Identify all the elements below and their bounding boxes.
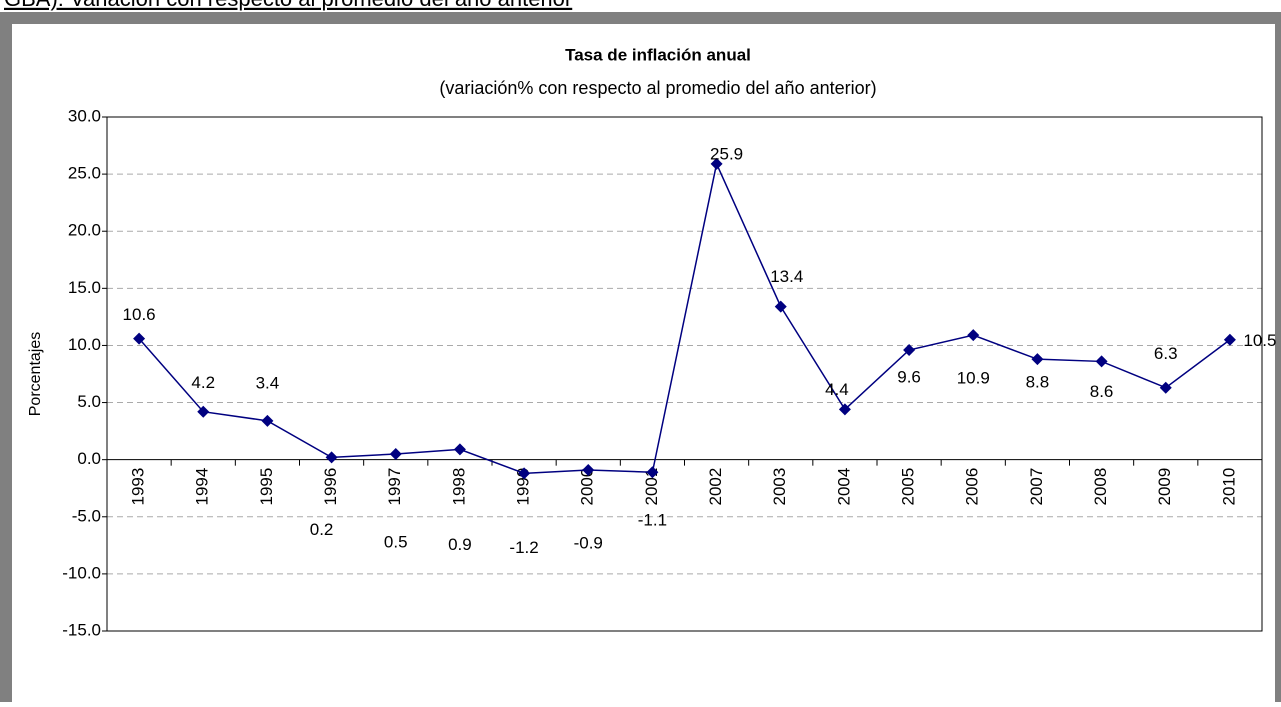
x-tick-label: 1997 [385, 468, 404, 506]
y-tick-label: 30.0 [68, 106, 101, 125]
y-axis-title: Porcentajes [27, 332, 44, 417]
page-heading: GBA): Variación con respecto al promedio… [4, 0, 572, 11]
data-label: 13.4 [770, 267, 803, 286]
x-tick-label: 1994 [193, 468, 212, 506]
y-tick-label: 0.0 [77, 449, 101, 468]
data-label: 6.3 [1154, 344, 1178, 363]
data-point [710, 157, 723, 170]
y-tick-label: -10.0 [62, 563, 101, 582]
data-point [646, 466, 659, 479]
data-label: 10.6 [123, 305, 156, 324]
data-point [1159, 381, 1172, 394]
data-label: 8.8 [1026, 373, 1050, 392]
y-tick-label: 20.0 [68, 221, 101, 240]
data-label: 25.9 [710, 144, 743, 163]
x-tick-label: 2005 [899, 468, 918, 506]
data-label: 9.6 [897, 367, 921, 386]
data-label: 10.9 [957, 369, 990, 388]
data-label: -1.1 [638, 511, 667, 530]
x-tick-label: 2010 [1219, 468, 1238, 506]
x-tick-label: 2008 [1091, 468, 1110, 506]
data-point [518, 467, 531, 480]
y-tick-label: 15.0 [68, 278, 101, 297]
x-tick-label: 1996 [321, 468, 340, 506]
plot-border [106, 116, 1263, 632]
y-tick-label: -5.0 [72, 506, 101, 525]
y-tick-label: 10.0 [68, 335, 101, 354]
data-point [389, 447, 402, 460]
data-point [967, 329, 980, 342]
x-tick-label: 1999 [514, 468, 533, 506]
y-tick-label: -15.0 [62, 620, 101, 639]
series-line [138, 161, 1231, 475]
data-point [1223, 333, 1236, 346]
data-label: 0.5 [384, 532, 408, 551]
data-label: 10.5 [1243, 331, 1276, 350]
data-point [133, 332, 146, 345]
x-tick-label: 1993 [129, 468, 148, 506]
data-label: 8.6 [1090, 382, 1114, 401]
chart-subtitle: (variación% con respecto al promedio del… [439, 78, 876, 98]
y-tick-label: 5.0 [77, 392, 101, 411]
data-point [582, 463, 595, 476]
data-label: 0.2 [310, 520, 334, 539]
data-label: -0.9 [574, 533, 603, 552]
x-tick-label: 2000 [578, 468, 597, 506]
x-tick-label: 2003 [770, 468, 789, 506]
x-tick-label: 2004 [834, 468, 853, 506]
data-point [453, 443, 466, 456]
x-tick-label: 2007 [1027, 468, 1046, 506]
frame-right [1275, 12, 1281, 702]
data-label: 4.2 [191, 373, 215, 392]
data-label: 3.4 [256, 373, 280, 392]
x-tick-label: 2002 [706, 468, 725, 506]
data-label: 4.4 [825, 380, 849, 399]
data-point [1031, 353, 1044, 366]
x-tick-label: 2009 [1155, 468, 1174, 506]
y-tick-label: 25.0 [68, 164, 101, 183]
x-tick-label: 1998 [449, 468, 468, 506]
x-tick-label: 2001 [642, 468, 661, 506]
data-label: -1.2 [509, 538, 538, 557]
data-point [903, 344, 916, 357]
data-point [774, 300, 787, 313]
data-point [197, 405, 210, 418]
x-tick-label: 2006 [963, 468, 982, 506]
chart-title: Tasa de inflación anual [565, 45, 751, 64]
x-tick-label: 1995 [257, 468, 276, 506]
frame-left [0, 12, 12, 702]
data-label: 0.9 [448, 535, 472, 554]
data-point [325, 451, 338, 464]
frame-top [0, 12, 1281, 24]
data-point [261, 414, 274, 427]
data-point [838, 403, 851, 416]
data-point [1095, 355, 1108, 368]
